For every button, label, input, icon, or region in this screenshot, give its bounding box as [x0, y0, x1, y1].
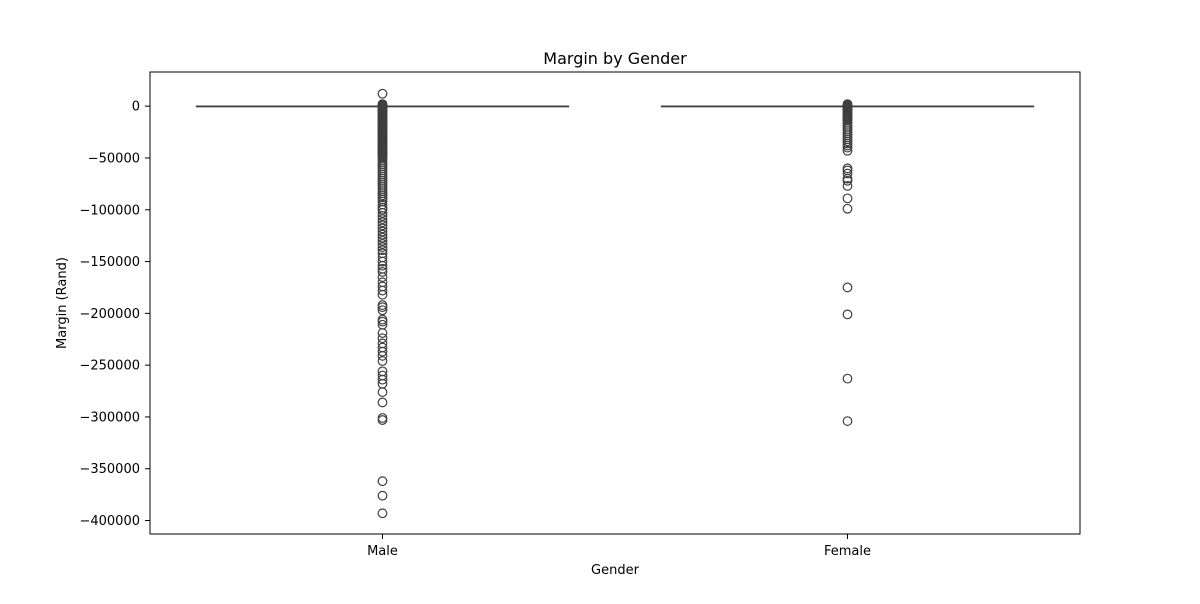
outlier-point [377, 214, 388, 224]
outlier-point [377, 207, 388, 218]
box-male [195, 88, 570, 519]
y-tick-label: 0 [132, 100, 140, 115]
outlier-point [842, 142, 853, 153]
outlier-point [377, 305, 388, 316]
outlier-point [377, 223, 388, 234]
outlier-point [377, 350, 388, 361]
outlier-point [842, 373, 853, 384]
outlier-point [377, 272, 388, 283]
box-plot-series [195, 88, 1035, 519]
x-axis-label: Gender [591, 563, 640, 578]
outlier-point [377, 239, 388, 249]
outlier-point [377, 211, 388, 221]
y-tick-label: −100000 [79, 203, 140, 218]
outlier-point [842, 309, 853, 320]
outlier-point [377, 285, 388, 296]
outlier-point [842, 203, 853, 214]
outlier-point [377, 232, 388, 243]
outlier-point [377, 387, 388, 397]
x-axis: Male Female [367, 534, 871, 559]
outlier-point [842, 168, 853, 179]
outlier-point [377, 346, 388, 357]
y-tick-label: −250000 [79, 359, 140, 374]
outlier-point [377, 302, 388, 313]
plot-area-frame [149, 71, 1081, 535]
chart-title: Margin by Gender [543, 49, 687, 68]
outlier-point [377, 490, 388, 501]
y-tick-label: −350000 [79, 462, 140, 477]
outlier-point [377, 397, 388, 408]
outlier-point [377, 88, 388, 99]
outlier-point [377, 267, 388, 277]
outlier-point [377, 260, 388, 271]
outlier-point [842, 175, 853, 186]
outlier-point [842, 416, 853, 426]
outlier-point [377, 256, 388, 267]
outlier-point [377, 242, 388, 252]
outlier-point [377, 356, 388, 366]
outlier-point [377, 204, 388, 215]
outlier-point [377, 415, 388, 425]
outlier-point [377, 245, 388, 256]
outlier-point [842, 282, 853, 293]
y-tick-label: −200000 [79, 307, 140, 322]
outlier-point [377, 229, 388, 240]
outlier-point [377, 289, 388, 300]
x-tick-label: Female [824, 544, 871, 559]
y-tick-label: −300000 [79, 410, 140, 425]
outlier-point [377, 235, 388, 246]
outlier-point [377, 333, 388, 344]
outlier-point [377, 217, 388, 228]
y-axis-label: Margin (Rand) [55, 257, 70, 349]
outlier-point [377, 508, 388, 519]
outlier-point [377, 413, 388, 423]
outlier-point [842, 145, 853, 156]
outlier-point [377, 328, 388, 338]
outlier-point [377, 374, 388, 385]
x-tick-label: Male [367, 544, 398, 559]
outlier-point [842, 193, 853, 204]
outlier-point [377, 220, 388, 231]
y-tick-label: −400000 [79, 514, 140, 529]
y-tick-label: −50000 [88, 151, 140, 166]
y-axis: 0 −50000 −100000 −150000 −200000 −250000 −3000… [79, 100, 150, 529]
outlier-point [377, 476, 388, 487]
outlier-point [377, 316, 388, 327]
box-female [660, 99, 1035, 426]
outlier-point [842, 181, 853, 191]
outlier-point [377, 226, 388, 237]
y-tick-label: −150000 [79, 255, 140, 270]
